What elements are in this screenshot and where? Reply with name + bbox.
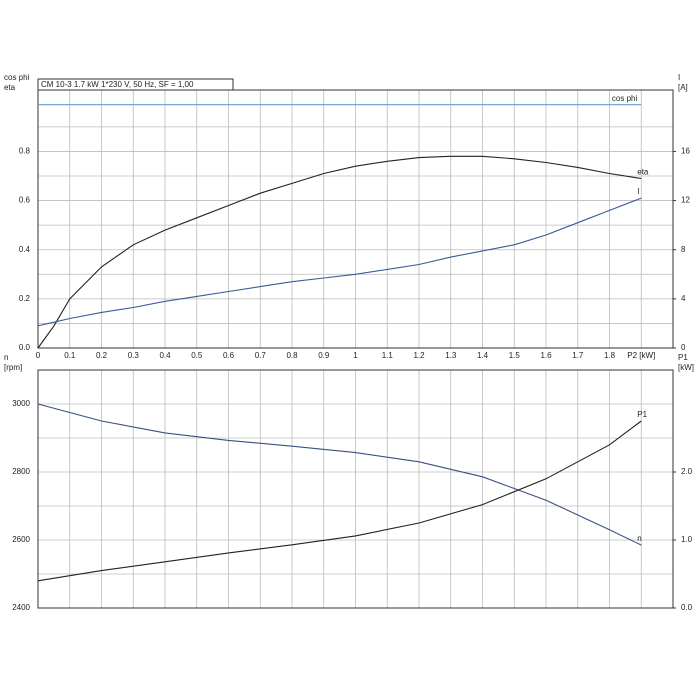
y2-axis-label: [A] bbox=[678, 83, 688, 92]
y-tick-label: 0.8 bbox=[19, 147, 31, 156]
y-tick-label: 2400 bbox=[12, 603, 30, 612]
series-line bbox=[37, 403, 642, 546]
x-tick-label: 0.2 bbox=[96, 351, 108, 360]
y2-tick-label: 12 bbox=[681, 196, 690, 205]
y-axis-label: n bbox=[4, 353, 8, 362]
x-tick-label: 0.7 bbox=[255, 351, 267, 360]
y2-tick-label: 16 bbox=[681, 147, 690, 156]
y2-axis-label: I bbox=[678, 73, 680, 82]
series-label: n bbox=[637, 534, 641, 543]
x-tick-label: 1.8 bbox=[604, 351, 616, 360]
y-tick-label: 3000 bbox=[12, 399, 30, 408]
x-tick-label: 1.2 bbox=[413, 351, 425, 360]
series-label: P1 bbox=[637, 410, 647, 419]
x-tick-label: 1 bbox=[353, 351, 358, 360]
y-tick-label: 0.6 bbox=[19, 196, 31, 205]
y2-axis-label: [kW] bbox=[678, 363, 694, 372]
y-tick-label: 2800 bbox=[12, 467, 30, 476]
info-text: CM 10-3 1.7 kW 1*230 V, 50 Hz, SF = 1,00 bbox=[41, 80, 194, 89]
y-axis-label: [rpm] bbox=[4, 363, 22, 372]
x-tick-label: 0.6 bbox=[223, 351, 235, 360]
x-tick-label: 0.1 bbox=[64, 351, 76, 360]
y2-tick-label: 2.0 bbox=[681, 467, 693, 476]
y-axis-label: cos phi bbox=[4, 73, 30, 82]
y-tick-label: 0.0 bbox=[19, 343, 31, 352]
series-line bbox=[37, 420, 642, 582]
y2-tick-label: 8 bbox=[681, 245, 686, 254]
series-label: I bbox=[637, 187, 639, 196]
plot-frame bbox=[37, 89, 674, 349]
y2-tick-label: 0 bbox=[681, 343, 686, 352]
x-tick-label: 1.3 bbox=[445, 351, 457, 360]
series-label: eta bbox=[637, 168, 649, 177]
x-tick-label: 0.4 bbox=[159, 351, 171, 360]
y-axis-label: eta bbox=[4, 83, 16, 92]
x-tick-label: 0.5 bbox=[191, 351, 203, 360]
x-tick-label: 0 bbox=[36, 351, 41, 360]
x-tick-label: 0.9 bbox=[318, 351, 330, 360]
y2-axis-label: P1 bbox=[678, 353, 688, 362]
x-tick-label: 1.5 bbox=[509, 351, 521, 360]
info-box bbox=[37, 78, 234, 91]
x-tick-label: 1.6 bbox=[540, 351, 552, 360]
y-tick-label: 0.2 bbox=[19, 294, 31, 303]
plot-frame bbox=[37, 369, 674, 609]
series-line bbox=[37, 197, 642, 327]
x-tick-label: 1.7 bbox=[572, 351, 584, 360]
x-tick-label: 1.4 bbox=[477, 351, 489, 360]
x-tick-label: 1.1 bbox=[382, 351, 394, 360]
series-line bbox=[37, 155, 642, 349]
y2-tick-label: 0.0 bbox=[681, 603, 693, 612]
y2-tick-label: 4 bbox=[681, 294, 686, 303]
y2-tick-label: 1.0 bbox=[681, 535, 693, 544]
x-tick-label: 0.8 bbox=[286, 351, 298, 360]
x-tick-label: 0.3 bbox=[128, 351, 140, 360]
y-tick-label: 0.4 bbox=[19, 245, 31, 254]
series-label: cos phi bbox=[612, 94, 638, 103]
y-tick-label: 2600 bbox=[12, 535, 30, 544]
x-tick-label: P2 [kW] bbox=[627, 351, 655, 360]
